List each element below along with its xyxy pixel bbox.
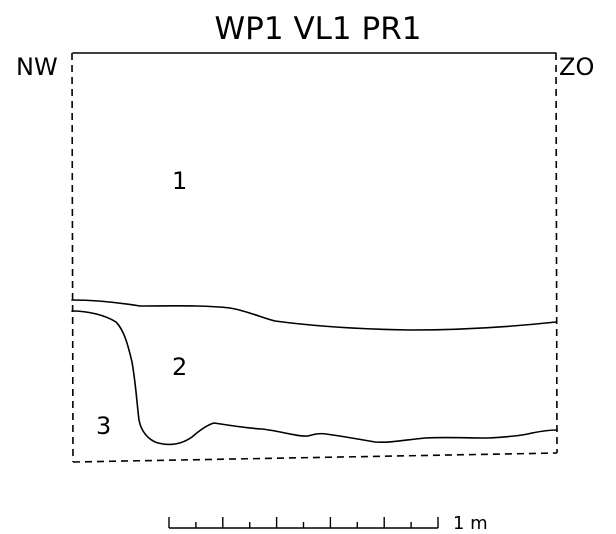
scale-bar: 1 m — [168, 513, 488, 534]
profile-bottom-edge — [72, 452, 558, 463]
scale-bar-ticks — [168, 517, 439, 528]
orientation-right-label: ZO — [559, 53, 594, 81]
layer-label-3: 3 — [96, 412, 111, 440]
layer-label-1: 1 — [172, 167, 187, 195]
layer-boundary-1-2 — [71, 299, 557, 331]
layer-boundary-2-3 — [71, 310, 558, 446]
orientation-left-label: NW — [16, 53, 58, 81]
scale-bar-label: 1 m — [453, 513, 488, 534]
profile-right-edge — [555, 52, 558, 454]
layer-label-2: 2 — [172, 353, 187, 381]
drawing-title: WP1 VL1 PR1 — [215, 11, 422, 47]
profile-left-edge — [71, 52, 74, 463]
